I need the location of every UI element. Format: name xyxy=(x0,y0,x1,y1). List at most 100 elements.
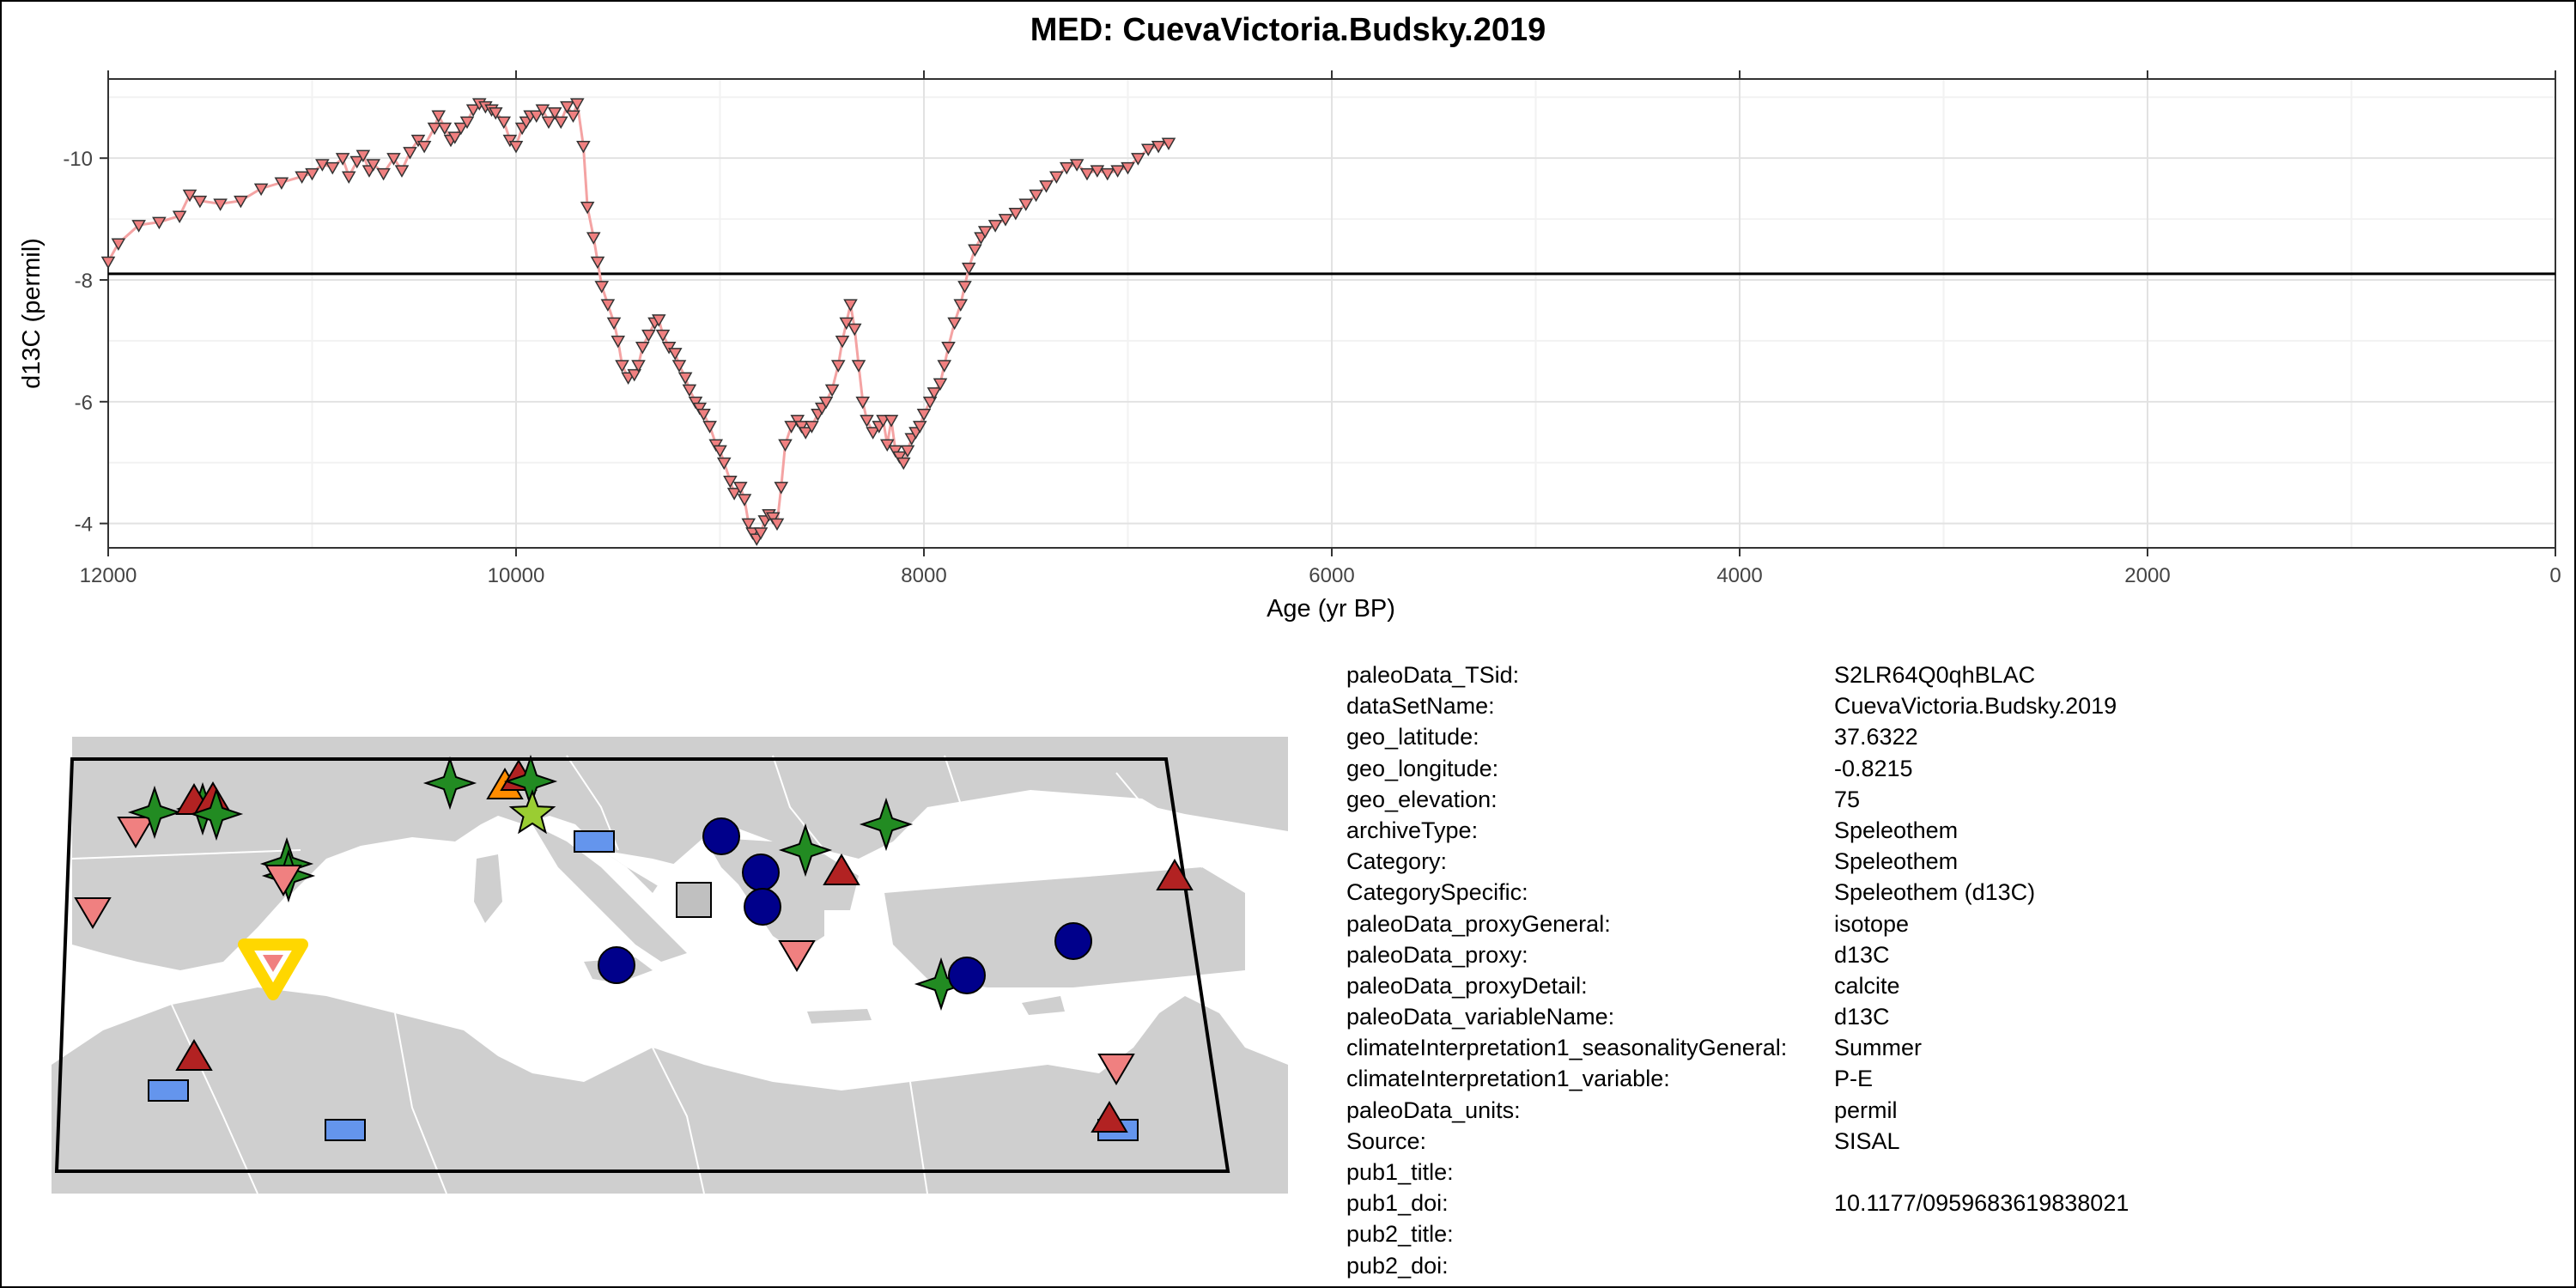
data-point xyxy=(830,360,846,373)
data-point xyxy=(702,421,717,434)
data-point xyxy=(295,171,309,184)
data-point xyxy=(535,104,550,117)
data-point xyxy=(737,494,752,507)
map-marker-star5 xyxy=(508,789,556,835)
metadata-key: pub2_title: xyxy=(1346,1221,1454,1248)
border-3 xyxy=(394,1012,447,1194)
data-point xyxy=(892,451,907,465)
data-point xyxy=(366,159,381,172)
map-marker-rect xyxy=(325,1119,366,1141)
map-marker-triangle-up xyxy=(1156,859,1194,890)
map-marker-star4 xyxy=(127,785,182,840)
data-point xyxy=(860,415,874,428)
x-axis-label: Age (yr BP) xyxy=(1267,595,1395,623)
map-marker-circle xyxy=(744,888,781,926)
data-point xyxy=(437,122,453,136)
data-point xyxy=(1079,167,1095,181)
data-point xyxy=(508,141,524,154)
data-point xyxy=(753,527,769,540)
data-point xyxy=(900,445,915,459)
data-point xyxy=(376,167,391,181)
data-point xyxy=(696,409,711,422)
data-point xyxy=(916,409,932,422)
y-tick-label: -4 xyxy=(75,513,93,537)
data-point xyxy=(152,216,167,230)
x-tick-label: 6000 xyxy=(1309,564,1354,587)
data-point xyxy=(855,396,871,410)
land-cyprus xyxy=(1022,996,1065,1015)
map-marker-circle xyxy=(702,817,740,855)
data-point xyxy=(641,329,656,343)
data-point xyxy=(1151,141,1166,154)
map-marker-circle xyxy=(742,854,780,891)
map-marker-star4 xyxy=(778,823,833,878)
metadata-key: geo_longitude: xyxy=(1346,755,1499,781)
land-italy xyxy=(532,824,687,962)
data-point xyxy=(234,195,248,209)
data-point xyxy=(416,141,432,154)
data-point xyxy=(726,488,742,501)
data-point xyxy=(427,122,442,136)
map-marker-triangle-down xyxy=(778,940,816,972)
data-point xyxy=(496,116,512,130)
sea-aegean xyxy=(824,910,893,979)
data-point xyxy=(431,110,447,124)
data-point xyxy=(961,262,976,276)
data-point xyxy=(716,457,732,471)
map-marker-triangle-down xyxy=(74,897,112,929)
metadata-value: 75 xyxy=(1834,786,1861,812)
data-point xyxy=(325,161,340,175)
data-point xyxy=(386,153,401,166)
data-point xyxy=(410,134,426,148)
map-borders xyxy=(71,755,1203,1194)
data-point xyxy=(502,134,518,148)
data-point xyxy=(615,360,629,373)
data-point xyxy=(594,281,610,294)
metadata-key: pub1_doi: xyxy=(1346,1190,1449,1217)
map-marker-circle xyxy=(598,946,635,984)
selected-site-center xyxy=(263,955,283,972)
x-tick-label: 12000 xyxy=(80,564,137,587)
data-point xyxy=(977,226,993,239)
data-point xyxy=(741,518,756,532)
metadata-value: 10.1177/0959683619838021 xyxy=(1834,1190,2129,1217)
metadata-key: dataSetName: xyxy=(1346,693,1495,720)
series-points xyxy=(100,98,1176,546)
data-point xyxy=(111,238,126,251)
data-point xyxy=(315,159,330,172)
data-point xyxy=(274,177,289,191)
metadata-value: d13C xyxy=(1834,1004,1890,1030)
map-marker-circle xyxy=(948,957,986,994)
metadata-value: isotope xyxy=(1834,910,1910,937)
data-point xyxy=(1140,143,1156,157)
data-point xyxy=(688,396,703,410)
x-tick-label: 8000 xyxy=(901,564,946,587)
map-marker-circle xyxy=(1054,922,1092,960)
metadata-value: CuevaVictoria.Budsky.2019 xyxy=(1834,693,2117,720)
data-point xyxy=(1121,161,1135,175)
data-point xyxy=(453,122,469,136)
selected-site-marker xyxy=(238,939,308,1000)
data-point xyxy=(600,299,616,312)
data-point xyxy=(708,439,724,452)
border-1 xyxy=(71,849,301,860)
map-marker-rect xyxy=(148,1079,189,1102)
data-point xyxy=(576,141,591,154)
metadata-key: paleoData_proxy: xyxy=(1346,941,1528,968)
data-point xyxy=(818,396,834,410)
data-point xyxy=(341,171,356,184)
data-point xyxy=(1049,171,1064,184)
data-point xyxy=(713,445,727,459)
land-balkans xyxy=(704,837,859,953)
land-europe-north xyxy=(72,737,1288,936)
data-point xyxy=(349,155,365,169)
data-point xyxy=(847,323,862,337)
map-marker-triangle-up xyxy=(823,854,860,885)
data-point xyxy=(941,342,956,355)
metadata-key: paleoData_proxyDetail: xyxy=(1346,972,1588,999)
data-point xyxy=(651,314,666,327)
data-point xyxy=(765,512,781,526)
data-point xyxy=(778,439,793,452)
data-point xyxy=(790,415,805,428)
